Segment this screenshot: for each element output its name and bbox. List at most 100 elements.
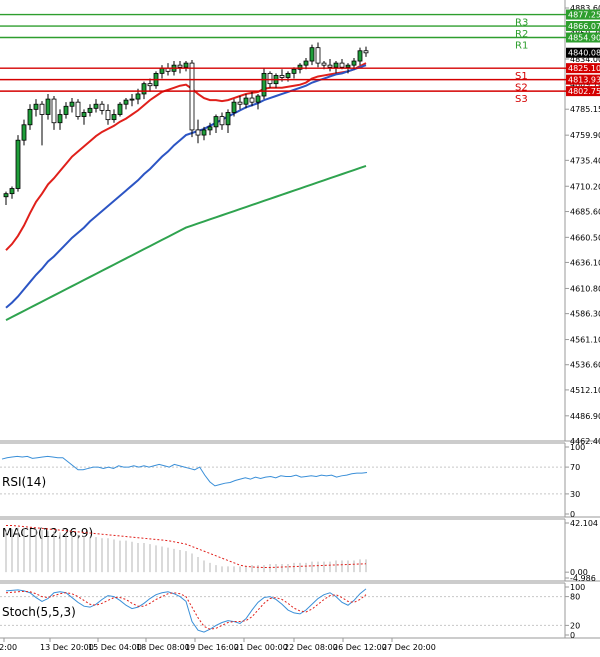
- time-tick-label: 18 Dec 08:00: [136, 643, 190, 652]
- level-tag-bg: [566, 9, 600, 20]
- level-tag-bg: [566, 86, 600, 97]
- rsi-tick-label: 100: [570, 443, 585, 452]
- candle-body: [93, 103, 99, 109]
- candle-body: [255, 95, 261, 103]
- level-tag-bg: [566, 32, 600, 43]
- level-tag-label: 4802.75: [568, 87, 600, 96]
- pivot-levels: R3 4877.25 R2 4866.07 R1 4854.90 S1 4825.10 S2 48…: [0, 9, 600, 105]
- candle-body: [81, 112, 87, 117]
- macd-group: 42.104 0.00-4.986: [5, 519, 598, 583]
- rsi-line: [1, 455, 368, 487]
- price-tick-label: 4486.90: [570, 412, 600, 421]
- candle-body: [279, 75, 285, 78]
- rsi-tick-label: 70: [570, 463, 580, 472]
- candle-body: [15, 139, 21, 189]
- candle-body: [105, 109, 111, 121]
- level-tag-label: 4813.93: [568, 76, 600, 85]
- candle-body: [339, 62, 345, 68]
- candle-body: [135, 93, 141, 100]
- candle-body: [285, 72, 291, 78]
- time-tick-label: 15 Dec 04:00: [88, 643, 142, 652]
- candlesticks: [3, 42, 369, 205]
- price-tick-label: 4834.00: [570, 55, 600, 64]
- price-tick-label: 4561.10: [570, 336, 600, 345]
- candle-body: [3, 193, 9, 198]
- moving-average-line: [5, 64, 367, 309]
- stoch-d-line: [5, 590, 367, 630]
- candle-body: [111, 114, 117, 121]
- candle-body: [39, 103, 45, 115]
- moving-average-line: [5, 62, 367, 251]
- level-tag-label: 4877.25: [568, 11, 600, 20]
- price-tick-label: 4735.40: [570, 156, 600, 165]
- price-tick-label: 4610.80: [570, 284, 600, 293]
- candle-body: [321, 62, 327, 66]
- macd-tick-label: 42.104: [570, 519, 598, 528]
- candle-body: [129, 98, 135, 101]
- time-tick-label: 26 Dec 12:00: [333, 643, 387, 652]
- current-price-label: 4840.08: [568, 49, 600, 58]
- candle-body: [147, 83, 153, 87]
- candle-body: [363, 50, 369, 54]
- macd-tick-label: 0.00: [570, 568, 588, 577]
- candle-body: [27, 108, 33, 126]
- level-tag-bg: [566, 63, 600, 74]
- price-tick-label: 4462.40: [570, 437, 600, 446]
- candle-body: [249, 97, 255, 103]
- stoch-tick-label: 0: [570, 631, 575, 640]
- candle-body: [195, 129, 201, 136]
- candle-body: [219, 116, 225, 126]
- moving-average-line: [5, 164, 367, 321]
- candle-body: [231, 101, 237, 113]
- candle-body: [57, 114, 63, 124]
- candle-body: [177, 64, 183, 68]
- time-tick-label: 19 Dec 16:00: [185, 643, 239, 652]
- candle-body: [69, 101, 75, 107]
- candle-body: [183, 62, 189, 68]
- time-tick-label: 13 Dec 20:00: [40, 643, 94, 652]
- candle-body: [21, 124, 27, 141]
- macd-signal-line: [6, 524, 367, 569]
- level-name-s2: S2: [515, 83, 528, 94]
- stoch-tick-label: 100: [570, 583, 585, 592]
- price-tick-label: 4785.15: [570, 105, 600, 114]
- level-tag-bg: [566, 74, 600, 85]
- rsi-tick-label: 0: [570, 510, 575, 519]
- candle-body: [267, 72, 273, 85]
- candle-body: [345, 64, 351, 68]
- candle-body: [213, 116, 219, 128]
- candle-body: [33, 103, 39, 110]
- level-tag-label: 4854.90: [568, 34, 600, 43]
- candle-body: [201, 129, 207, 136]
- level-name-s1: S1: [515, 71, 528, 82]
- stoch-tick-label: 20: [570, 621, 580, 630]
- price-tick-label: 4759.90: [570, 131, 600, 140]
- price-tick-label: 4512.10: [570, 386, 600, 395]
- candle-body: [63, 105, 69, 115]
- candle-body: [117, 103, 123, 115]
- time-tick-label: 27 Dec 20:00: [382, 643, 436, 652]
- candle-body: [309, 47, 315, 62]
- candle-body: [225, 112, 231, 126]
- candle-body: [297, 64, 303, 70]
- level-tag-label: 4866.07: [568, 22, 600, 31]
- moving-averages: [5, 62, 367, 321]
- time-tick-label: 21 Dec 00:00: [234, 643, 288, 652]
- rsi-tick-label: 30: [570, 490, 580, 499]
- candle-body: [75, 101, 81, 117]
- level-tag-label: 4825.10: [568, 64, 600, 73]
- price-tick-label: 4660.50: [570, 233, 600, 242]
- candle-body: [159, 67, 165, 74]
- price-tick-label: 4536.60: [570, 361, 600, 370]
- candle-body: [141, 83, 147, 95]
- candle-body: [9, 188, 15, 195]
- macd-tick-label: -4.986: [570, 574, 596, 583]
- level-name-r3: R3: [515, 18, 528, 29]
- candle-body: [237, 101, 243, 105]
- candle-body: [243, 97, 249, 105]
- price-tick-label: 4883.60: [570, 4, 600, 13]
